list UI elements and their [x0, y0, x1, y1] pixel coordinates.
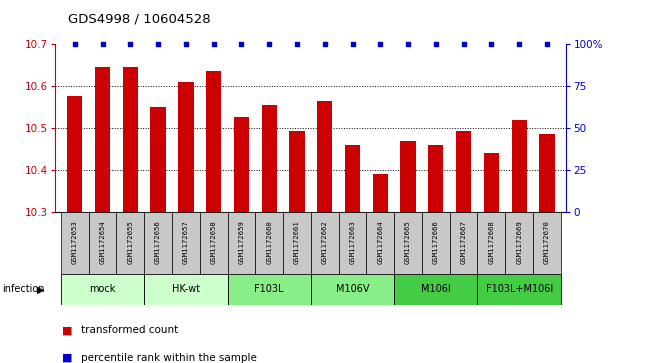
Bar — [228, 274, 311, 305]
Text: infection: infection — [2, 285, 44, 294]
Bar — [394, 212, 422, 274]
Bar — [67, 96, 83, 212]
Text: GSM1172653: GSM1172653 — [72, 220, 77, 264]
Text: F103L: F103L — [255, 285, 284, 294]
Bar — [428, 145, 443, 212]
Bar — [394, 274, 477, 305]
Text: GSM1172665: GSM1172665 — [405, 220, 411, 264]
Text: GSM1172666: GSM1172666 — [433, 220, 439, 264]
Text: F103L+M106I: F103L+M106I — [486, 285, 553, 294]
Bar — [234, 117, 249, 212]
Bar — [289, 131, 305, 212]
Text: GSM1172670: GSM1172670 — [544, 220, 550, 264]
Text: M106I: M106I — [421, 285, 450, 294]
Bar — [539, 134, 555, 212]
Bar — [150, 107, 166, 212]
Text: percentile rank within the sample: percentile rank within the sample — [81, 352, 257, 363]
Bar — [512, 119, 527, 212]
Point — [264, 41, 275, 46]
Bar — [206, 71, 221, 212]
Bar — [262, 105, 277, 212]
Bar — [61, 212, 89, 274]
Bar — [311, 212, 339, 274]
Text: GSM1172667: GSM1172667 — [461, 220, 467, 264]
Bar — [450, 212, 477, 274]
Point — [98, 41, 108, 46]
Text: mock: mock — [89, 285, 116, 294]
Bar — [283, 212, 311, 274]
Bar — [317, 101, 333, 212]
Bar — [178, 82, 193, 212]
Point — [320, 41, 330, 46]
Text: GSM1172662: GSM1172662 — [322, 220, 327, 264]
Bar — [477, 212, 505, 274]
Text: HK-wt: HK-wt — [172, 285, 200, 294]
Point — [153, 41, 163, 46]
Text: GSM1172654: GSM1172654 — [100, 220, 105, 264]
Text: GSM1172656: GSM1172656 — [155, 220, 161, 264]
Bar — [422, 212, 450, 274]
Bar — [200, 212, 228, 274]
Text: GDS4998 / 10604528: GDS4998 / 10604528 — [68, 13, 211, 26]
Bar — [505, 212, 533, 274]
Bar — [456, 131, 471, 212]
Point — [70, 41, 80, 46]
Text: ■: ■ — [62, 325, 72, 335]
Text: GSM1172659: GSM1172659 — [238, 220, 244, 264]
Bar — [255, 212, 283, 274]
Point — [542, 41, 552, 46]
Bar — [228, 212, 255, 274]
Bar — [477, 274, 561, 305]
Text: M106V: M106V — [336, 285, 369, 294]
Text: GSM1172661: GSM1172661 — [294, 220, 300, 264]
Text: GSM1172655: GSM1172655 — [128, 220, 133, 264]
Bar — [122, 67, 138, 212]
Point — [181, 41, 191, 46]
Point — [347, 41, 357, 46]
Point — [236, 41, 247, 46]
Bar — [484, 153, 499, 212]
Bar — [61, 274, 145, 305]
Bar — [117, 212, 145, 274]
Point — [375, 41, 385, 46]
Point — [458, 41, 469, 46]
Text: GSM1172668: GSM1172668 — [488, 220, 494, 264]
Point — [486, 41, 497, 46]
Point — [430, 41, 441, 46]
Bar — [372, 174, 388, 212]
Bar — [367, 212, 394, 274]
Text: ▶: ▶ — [37, 285, 45, 294]
Text: GSM1172658: GSM1172658 — [211, 220, 217, 264]
Text: GSM1172657: GSM1172657 — [183, 220, 189, 264]
Bar — [145, 274, 228, 305]
Bar — [339, 212, 367, 274]
Bar — [172, 212, 200, 274]
Point — [514, 41, 524, 46]
Text: GSM1172664: GSM1172664 — [378, 220, 383, 264]
Point — [125, 41, 135, 46]
Text: GSM1172669: GSM1172669 — [516, 220, 522, 264]
Bar — [89, 212, 117, 274]
Text: GSM1172663: GSM1172663 — [350, 220, 355, 264]
Point — [403, 41, 413, 46]
Bar — [400, 140, 416, 212]
Text: transformed count: transformed count — [81, 325, 178, 335]
Bar — [145, 212, 172, 274]
Text: ■: ■ — [62, 352, 72, 363]
Point — [208, 41, 219, 46]
Bar — [345, 145, 360, 212]
Bar — [533, 212, 561, 274]
Bar — [311, 274, 394, 305]
Point — [292, 41, 302, 46]
Text: GSM1172660: GSM1172660 — [266, 220, 272, 264]
Bar — [95, 67, 110, 212]
